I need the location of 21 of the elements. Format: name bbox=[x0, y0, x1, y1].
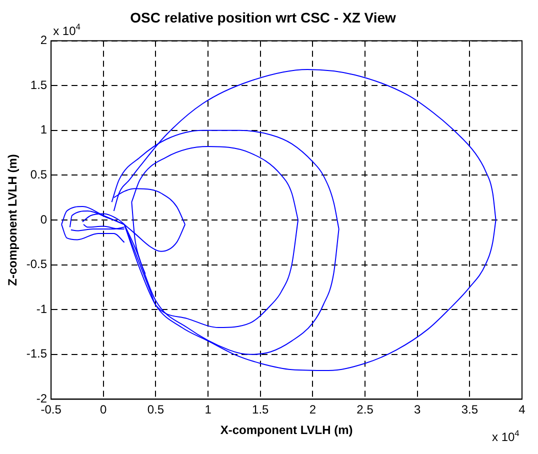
y-tick-label: 0 bbox=[40, 212, 48, 226]
x-tick-label: 4 bbox=[518, 402, 526, 417]
y-axis-title: Z-component LVLH (m) bbox=[6, 154, 20, 286]
y-tick-label: -1.5 bbox=[26, 346, 48, 361]
y-tick-label: 0.5 bbox=[30, 168, 48, 182]
y-tick-label: 1.5 bbox=[30, 78, 48, 92]
x-tick-label: 2.5 bbox=[356, 402, 374, 417]
y-tick-label: -0.5 bbox=[26, 257, 48, 272]
x-tick-label: 1.5 bbox=[252, 402, 270, 417]
x-tick-label: 1 bbox=[204, 402, 212, 417]
x-tick-label: 2 bbox=[309, 402, 316, 417]
chart-title: OSC relative position wrt CSC - XZ View bbox=[130, 9, 396, 26]
x-tick-label: 0 bbox=[100, 402, 108, 417]
y-tick-label: -1 bbox=[36, 302, 48, 316]
x-tick-label: 0.5 bbox=[147, 402, 164, 417]
x-tick-label: 3.5 bbox=[461, 402, 478, 417]
y-tick-label: 2 bbox=[40, 33, 48, 48]
x-tick-label: 3 bbox=[414, 402, 422, 417]
x-axis-title: X-component LVLH (m) bbox=[220, 423, 353, 438]
y-tick-label: -2 bbox=[36, 392, 48, 406]
y-tick-label: 1 bbox=[40, 122, 48, 137]
